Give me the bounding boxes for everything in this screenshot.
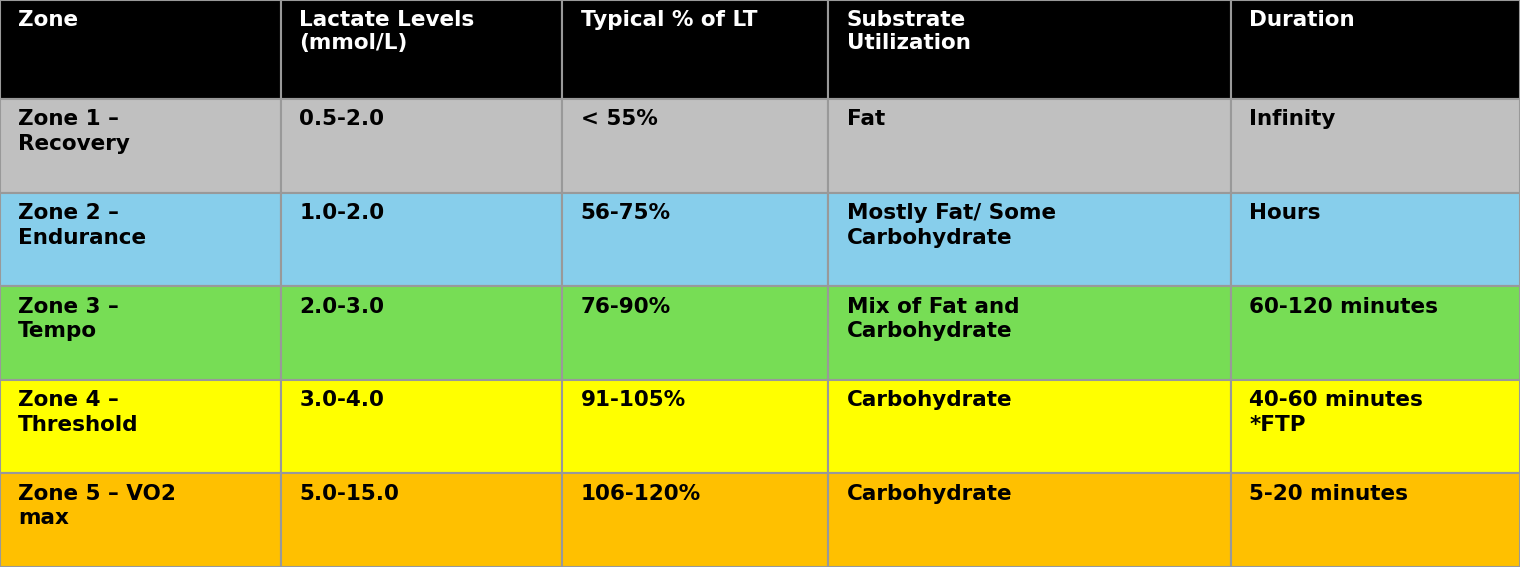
Bar [0, 193, 281, 286]
Bar [0, 286, 281, 380]
Text: 56-75%: 56-75% [581, 203, 670, 223]
Text: Mostly Fat/ Some
Carbohydrate: Mostly Fat/ Some Carbohydrate [847, 203, 1056, 248]
Text: 76-90%: 76-90% [581, 297, 670, 316]
Bar [1231, 99, 1520, 193]
Text: 5-20 minutes: 5-20 minutes [1249, 484, 1409, 503]
Bar [281, 473, 562, 567]
Text: 106-120%: 106-120% [581, 484, 701, 503]
Text: Zone 1 –
Recovery: Zone 1 – Recovery [18, 109, 131, 154]
Bar [0, 380, 281, 473]
Bar [1231, 473, 1520, 567]
Text: Duration: Duration [1249, 10, 1354, 30]
Bar [1231, 380, 1520, 473]
Text: Zone 5 – VO2
max: Zone 5 – VO2 max [18, 484, 176, 528]
Bar [562, 0, 828, 99]
Bar [0, 99, 281, 193]
Bar [828, 473, 1231, 567]
Bar [828, 193, 1231, 286]
Text: < 55%: < 55% [581, 109, 657, 129]
Bar [0, 0, 281, 99]
Text: Zone 2 –
Endurance: Zone 2 – Endurance [18, 203, 146, 248]
Bar [0, 473, 281, 567]
Bar [828, 380, 1231, 473]
Text: Zone: Zone [18, 10, 79, 30]
Bar [1231, 286, 1520, 380]
Text: Carbohydrate: Carbohydrate [847, 484, 1012, 503]
Bar [562, 286, 828, 380]
Bar [828, 99, 1231, 193]
Bar [562, 99, 828, 193]
Text: Infinity: Infinity [1249, 109, 1336, 129]
Text: 5.0-15.0: 5.0-15.0 [299, 484, 400, 503]
Bar [562, 193, 828, 286]
Text: 60-120 minutes: 60-120 minutes [1249, 297, 1438, 316]
Text: Carbohydrate: Carbohydrate [847, 390, 1012, 410]
Bar [281, 99, 562, 193]
Bar [1231, 0, 1520, 99]
Text: Zone 4 –
Threshold: Zone 4 – Threshold [18, 390, 138, 435]
Text: 0.5-2.0: 0.5-2.0 [299, 109, 385, 129]
Text: 1.0-2.0: 1.0-2.0 [299, 203, 385, 223]
Text: Lactate Levels
(mmol/L): Lactate Levels (mmol/L) [299, 10, 474, 53]
Text: Zone 3 –
Tempo: Zone 3 – Tempo [18, 297, 119, 341]
Text: Mix of Fat and
Carbohydrate: Mix of Fat and Carbohydrate [847, 297, 1018, 341]
Text: 40-60 minutes
*FTP: 40-60 minutes *FTP [1249, 390, 1423, 435]
Text: 91-105%: 91-105% [581, 390, 686, 410]
Bar [828, 0, 1231, 99]
Bar [281, 0, 562, 99]
Text: Typical % of LT: Typical % of LT [581, 10, 757, 30]
Bar [828, 286, 1231, 380]
Bar [281, 286, 562, 380]
Bar [562, 473, 828, 567]
Bar [1231, 193, 1520, 286]
Text: Fat: Fat [847, 109, 885, 129]
Bar [281, 193, 562, 286]
Text: 3.0-4.0: 3.0-4.0 [299, 390, 385, 410]
Bar [281, 380, 562, 473]
Bar [562, 380, 828, 473]
Text: Hours: Hours [1249, 203, 1321, 223]
Text: Substrate
Utilization: Substrate Utilization [847, 10, 970, 53]
Text: 2.0-3.0: 2.0-3.0 [299, 297, 385, 316]
